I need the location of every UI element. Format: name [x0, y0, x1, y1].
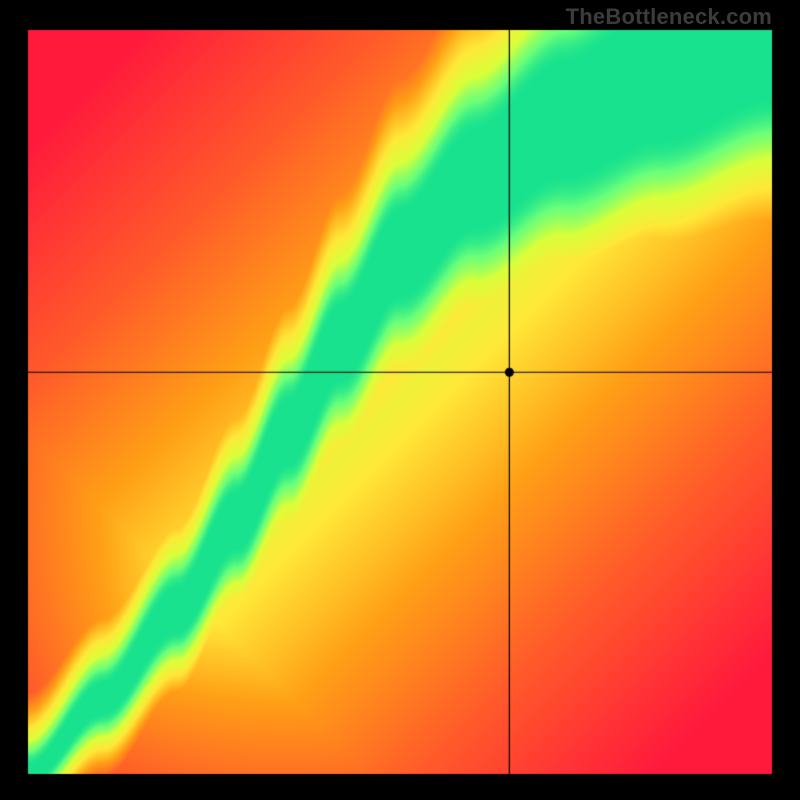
chart-container: TheBottleneck.com	[0, 0, 800, 800]
watermark-text: TheBottleneck.com	[566, 4, 772, 30]
heatmap-canvas	[0, 0, 800, 800]
